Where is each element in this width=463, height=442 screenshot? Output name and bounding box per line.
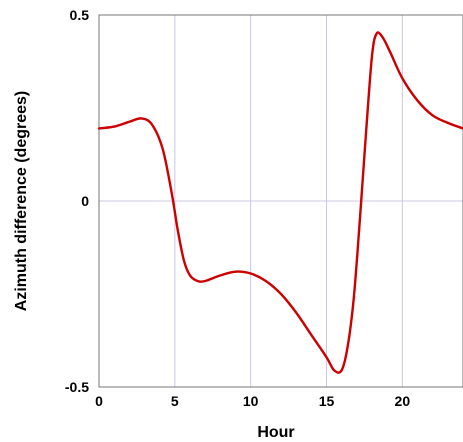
plot-frame <box>98 14 463 388</box>
x-tick-label: 20 <box>395 393 411 409</box>
y-tick-label: 0 <box>81 193 89 209</box>
y-tick-label: 0.5 <box>70 7 90 23</box>
y-tick-label: -0.5 <box>65 379 89 395</box>
x-tick-labels: 0 5 10 15 20 <box>95 393 410 409</box>
x-tick-label: 15 <box>319 393 335 409</box>
x-tick-label: 5 <box>171 393 179 409</box>
x-tick-label: 0 <box>95 393 103 409</box>
x-tick-label: 10 <box>243 393 259 409</box>
grid <box>99 15 463 387</box>
series-line-azimuth-difference <box>97 31 463 374</box>
y-tick-labels: -0.5 0 0.5 <box>65 7 89 395</box>
x-axis-title: Hour <box>257 424 294 441</box>
y-axis-title: Azimuth difference (degrees) <box>13 91 30 311</box>
